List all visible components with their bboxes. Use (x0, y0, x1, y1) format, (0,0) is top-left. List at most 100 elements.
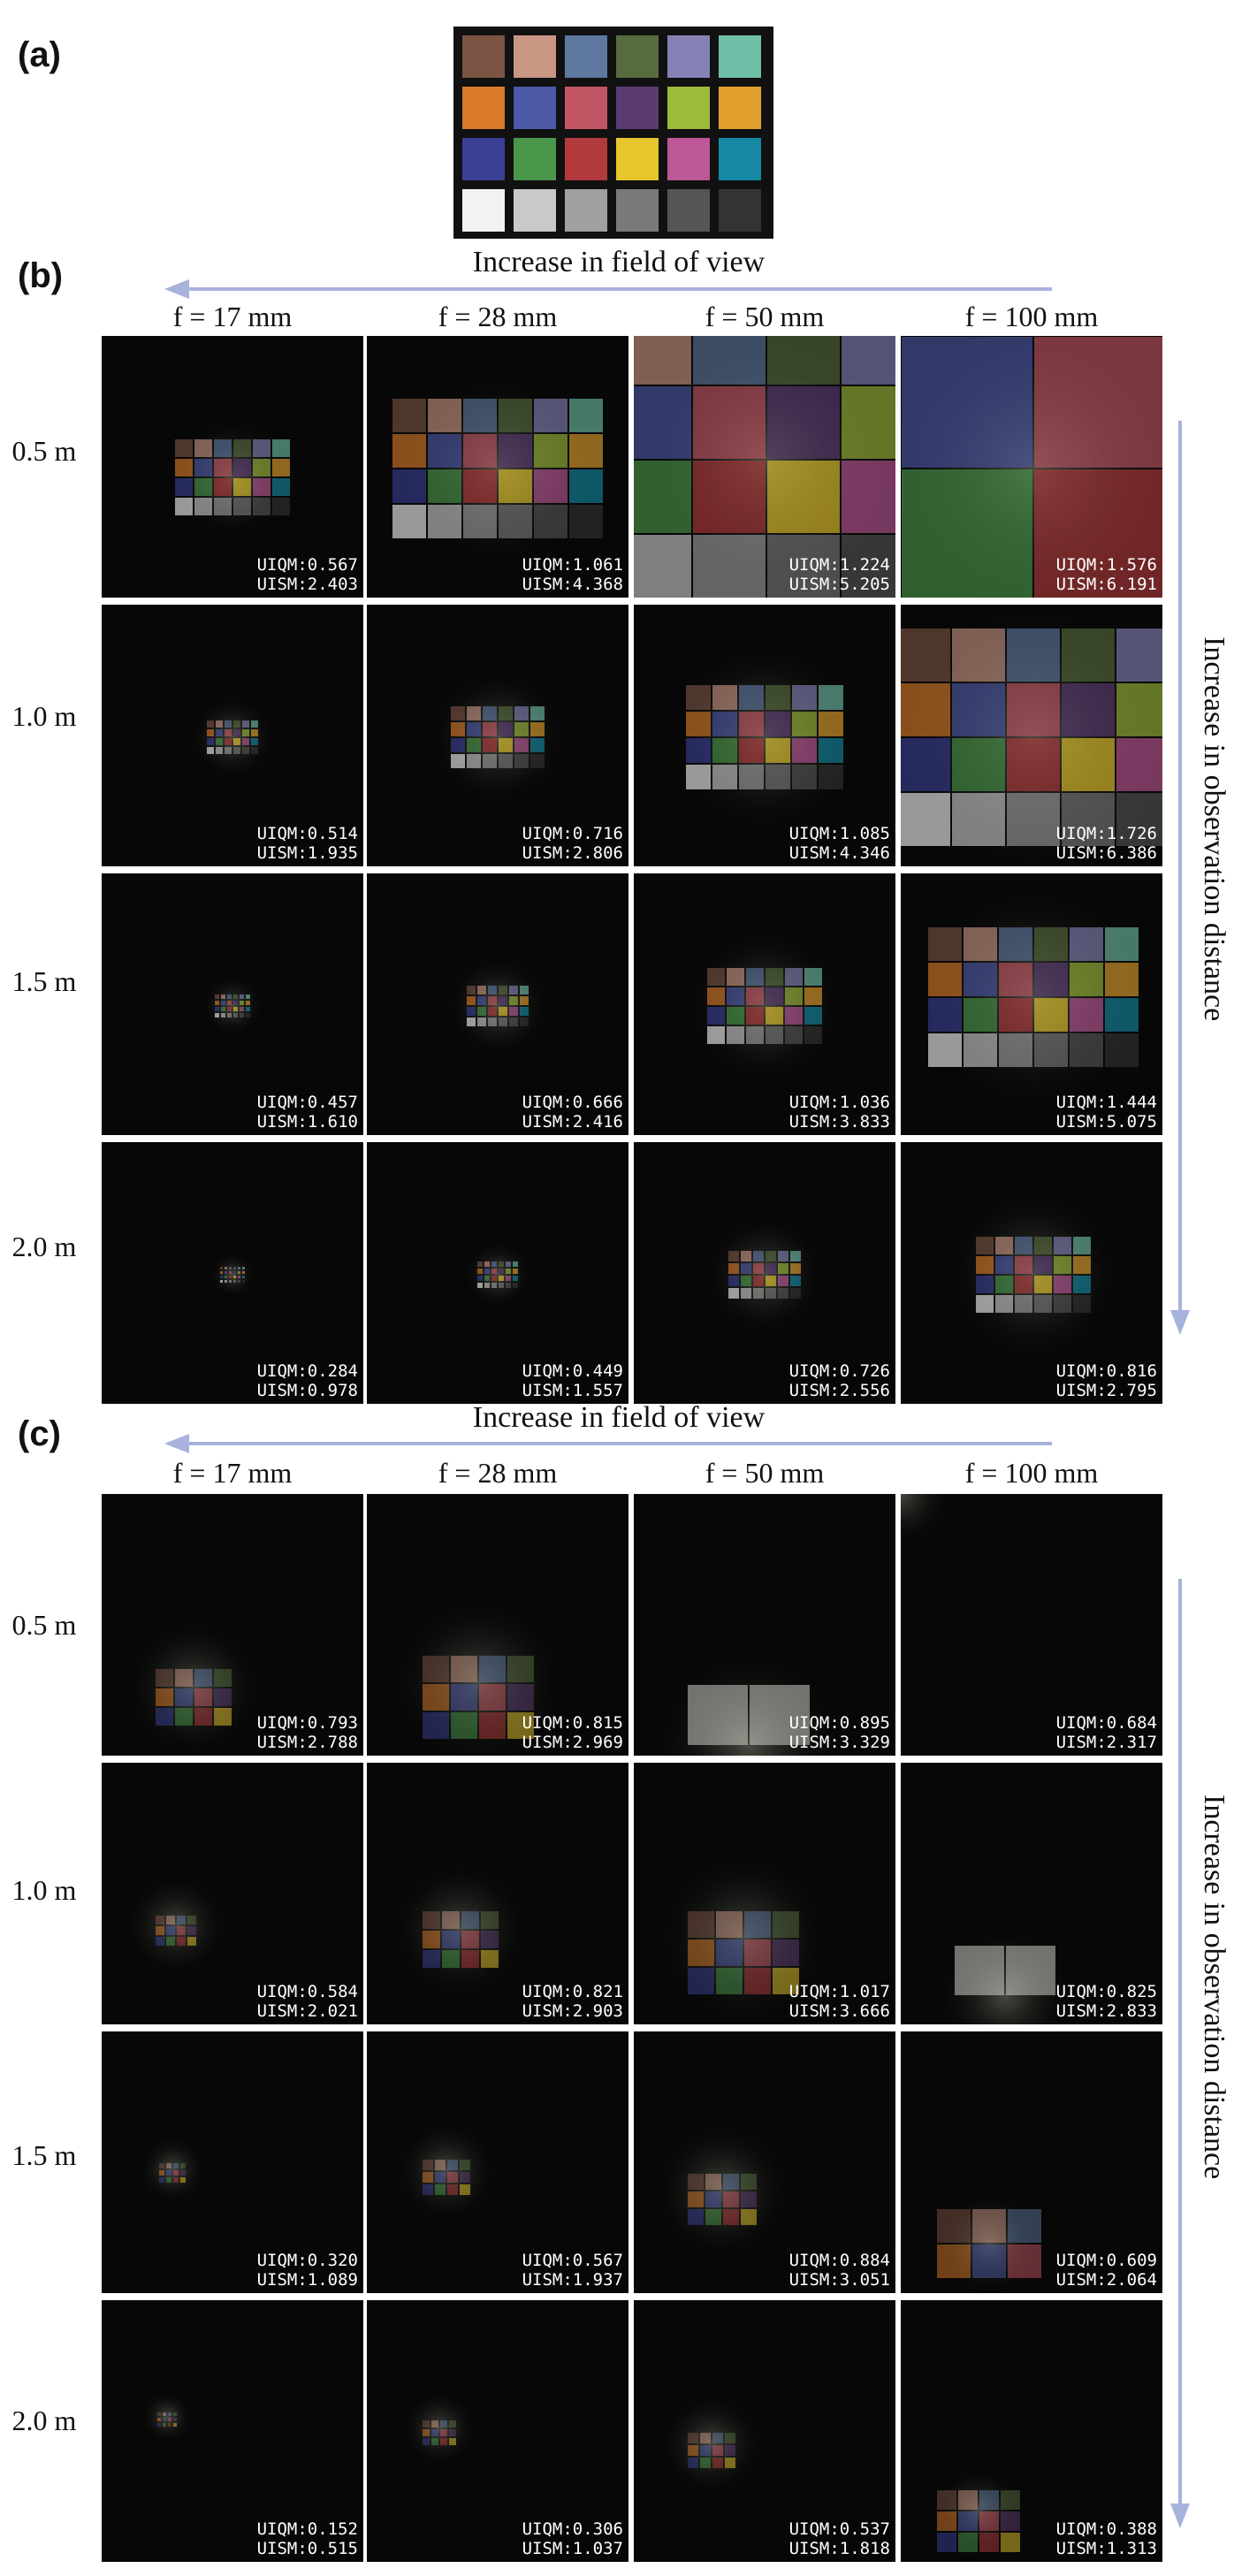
distance-arrow-c (1170, 1579, 1190, 2528)
metric-readout: UIQM:0.567 UISM:1.937 (522, 2251, 623, 2290)
uism-value: UISM:5.075 (1055, 1112, 1157, 1132)
uism-value: UISM:2.403 (256, 575, 358, 594)
panel-label-c: (c) (18, 1414, 61, 1453)
row-label-c-0: 0.5 m (11, 1609, 77, 1641)
captured-image (102, 336, 363, 598)
uism-value: UISM:4.368 (522, 575, 623, 594)
uism-value: UISM:1.313 (1055, 2539, 1157, 2558)
uism-value: UISM:3.329 (788, 1733, 890, 1752)
captured-image (901, 605, 1162, 866)
metric-readout: UIQM:0.449 UISM:1.557 (522, 1361, 623, 1400)
metric-readout: UIQM:0.666 UISM:2.416 (522, 1093, 623, 1132)
b-image-cell: UIQM:1.061 UISM:4.368 (367, 336, 628, 598)
captured-image (102, 1763, 363, 2024)
captured-image (634, 605, 895, 866)
checker-patch (462, 189, 505, 232)
metric-readout: UIQM:1.036 UISM:3.833 (789, 1093, 890, 1132)
row-label-c-1: 1.0 m (11, 1874, 77, 1906)
checker-patch (514, 35, 556, 78)
captured-image (901, 873, 1162, 1135)
distance-arrow-b (1170, 421, 1190, 1335)
captured-image (634, 873, 895, 1135)
uism-value: UISM:4.346 (788, 843, 890, 863)
checker-patch (565, 35, 607, 78)
uiqm-value: UIQM:0.306 (522, 2519, 623, 2539)
c-image-cell: UIQM:0.684 UISM:2.317 (901, 1494, 1162, 1756)
metric-readout: UIQM:0.320 UISM:1.089 (257, 2251, 358, 2290)
captured-image (367, 2031, 628, 2293)
metric-readout: UIQM:0.815 UISM:2.969 (522, 1713, 623, 1752)
uism-value: UISM:2.806 (522, 843, 623, 863)
c-image-cell: UIQM:0.609 UISM:2.064 (901, 2031, 1162, 2293)
col-label-b-1: f = 28 mm (438, 301, 558, 332)
c-image-cell: UIQM:0.821 UISM:2.903 (367, 1763, 628, 2024)
checker-patch (462, 87, 505, 129)
uism-value: UISM:1.089 (256, 2270, 358, 2290)
captured-image (634, 1763, 895, 2024)
uiqm-value: UIQM:0.726 (788, 1361, 890, 1381)
uism-value: UISM:2.788 (256, 1733, 358, 1752)
metric-readout: UIQM:0.306 UISM:1.037 (522, 2519, 623, 2558)
metric-readout: UIQM:0.821 UISM:2.903 (522, 1982, 623, 2021)
b-image-cell: UIQM:0.514 UISM:1.935 (102, 605, 363, 866)
c-image-cell: UIQM:1.017 UISM:3.666 (634, 1763, 895, 2024)
metric-readout: UIQM:0.457 UISM:1.610 (257, 1093, 358, 1132)
uism-value: UISM:2.833 (1055, 2001, 1157, 2021)
checker-patch (514, 87, 556, 129)
uiqm-value: UIQM:0.666 (522, 1093, 623, 1112)
c-image-cell: UIQM:0.584 UISM:2.021 (102, 1763, 363, 2024)
fov-title-b: Increase in field of view (472, 246, 766, 278)
captured-image (367, 2300, 628, 2562)
b-image-cell: UIQM:0.716 UISM:2.806 (367, 605, 628, 866)
b-image-cell: UIQM:0.567 UISM:2.403 (102, 336, 363, 598)
uiqm-value: UIQM:1.224 (788, 555, 890, 575)
uiqm-value: UIQM:0.567 (522, 2251, 623, 2270)
fov-arrow-b (164, 279, 1052, 299)
row-label-c-2: 1.5 m (11, 2139, 77, 2171)
c-image-cell: UIQM:0.895 UISM:3.329 (634, 1494, 895, 1756)
captured-image (367, 605, 628, 866)
checker-patch (616, 189, 659, 232)
c-image-cell: UIQM:0.793 UISM:2.788 (102, 1494, 363, 1756)
col-label-b-2: f = 50 mm (705, 301, 825, 332)
b-image-cell: UIQM:1.726 UISM:6.386 (901, 605, 1162, 866)
c-image-cell: UIQM:0.306 UISM:1.037 (367, 2300, 628, 2562)
checker-patch (719, 35, 761, 78)
metric-readout: UIQM:1.726 UISM:6.386 (1056, 824, 1157, 863)
metric-readout: UIQM:1.576 UISM:6.191 (1056, 555, 1157, 594)
metric-readout: UIQM:0.567 UISM:2.403 (257, 555, 358, 594)
fov-title-c: Increase in field of view (472, 1401, 766, 1434)
b-image-cell: UIQM:0.816 UISM:2.795 (901, 1142, 1162, 1404)
metric-readout: UIQM:1.444 UISM:5.075 (1056, 1093, 1157, 1132)
panel-label-a: (a) (18, 35, 61, 74)
captured-image (901, 336, 1162, 598)
uism-value: UISM:1.037 (522, 2539, 623, 2558)
captured-image (102, 1142, 363, 1404)
b-image-cell: UIQM:1.036 UISM:3.833 (634, 873, 895, 1135)
captured-image (102, 873, 363, 1135)
c-image-cell: UIQM:0.825 UISM:2.833 (901, 1763, 1162, 2024)
c-image-cell: UIQM:0.884 UISM:3.051 (634, 2031, 895, 2293)
captured-image (102, 2300, 363, 2562)
distance-title-b: Increase in observation distance (1198, 636, 1230, 1022)
checker-patch (514, 138, 556, 180)
checker-patch (667, 138, 710, 180)
uiqm-value: UIQM:0.537 (788, 2519, 890, 2539)
uiqm-value: UIQM:0.815 (522, 1713, 623, 1733)
b-image-cell: UIQM:0.457 UISM:1.610 (102, 873, 363, 1135)
col-label-b-3: f = 100 mm (964, 301, 1099, 332)
checker-patch (565, 138, 607, 180)
metric-readout: UIQM:0.388 UISM:1.313 (1056, 2519, 1157, 2558)
uism-value: UISM:2.969 (522, 1733, 623, 1752)
uiqm-value: UIQM:1.061 (522, 555, 623, 575)
captured-image (102, 2031, 363, 2293)
uiqm-value: UIQM:0.514 (256, 824, 358, 843)
col-label-c-3: f = 100 mm (964, 1457, 1099, 1489)
metric-readout: UIQM:0.793 UISM:2.788 (257, 1713, 358, 1752)
fov-arrow-c (164, 1434, 1052, 1453)
captured-image (634, 1142, 895, 1404)
uiqm-value: UIQM:0.825 (1055, 1982, 1157, 2001)
checker-patch (565, 189, 607, 232)
row-label-b-0: 0.5 m (11, 435, 77, 467)
metric-readout: UIQM:0.537 UISM:1.818 (789, 2519, 890, 2558)
